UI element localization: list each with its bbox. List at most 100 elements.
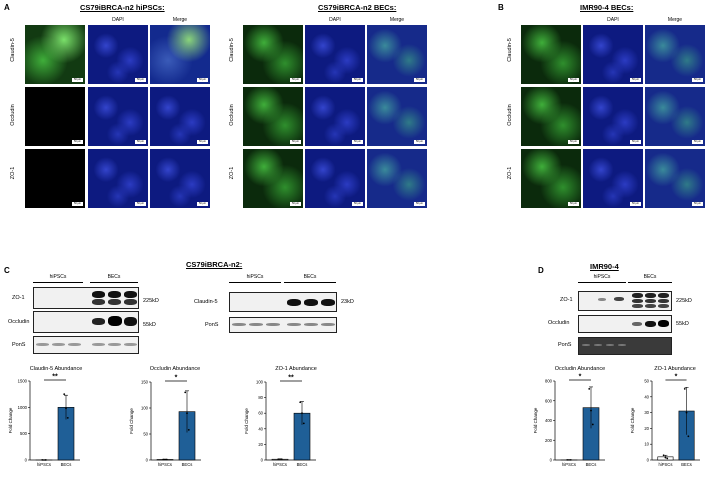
data-point [662, 454, 665, 457]
blot-band [108, 291, 121, 298]
bar [156, 459, 174, 461]
panel-a-hipsc-title: CS79iBRCA-n2 hiPSCs: [80, 3, 165, 12]
blot-band [658, 293, 669, 298]
y-tick-label: 20 [258, 442, 263, 447]
scale-bar: 50 µm [568, 202, 579, 206]
x-tick-label: BECs [681, 462, 692, 467]
x-tick-label: BECs [297, 462, 308, 467]
blot-band [249, 323, 263, 326]
data-point [187, 428, 190, 431]
blot-label-occludin: Occludin [8, 319, 30, 325]
panel-letter-c: C [4, 266, 10, 275]
y-tick-label: 40 [644, 394, 649, 399]
blot-label-zo1: ZO-1 [12, 295, 25, 301]
blot-band [606, 344, 614, 346]
group-bracket [229, 282, 281, 283]
data-point [302, 422, 305, 425]
blot-band [645, 299, 656, 303]
micrograph-tile: 50 µm [583, 87, 643, 146]
row-label-zo1: ZO-1 [507, 166, 513, 180]
col-header-dapi: DAPI [607, 17, 619, 23]
x-tick-label: hiPSCs [158, 462, 172, 467]
chart-title: ZO-1 Abundance [275, 366, 317, 372]
significance-marker: * [175, 375, 178, 382]
significance-marker: ** [288, 375, 294, 382]
scale-bar: 50 µm [197, 78, 208, 82]
micrograph-tile: 50 µm [243, 25, 303, 84]
blot-band [124, 299, 137, 305]
bar [178, 411, 196, 461]
y-tick-label: 600 [545, 398, 553, 403]
micrograph-tile: 50 µm [521, 149, 581, 208]
row-label-claudin5: Claudin-5 [229, 38, 235, 62]
blot-band [92, 318, 105, 325]
group-bracket [90, 282, 138, 283]
blot-band [124, 317, 137, 326]
micrograph-tile: 50 µm [88, 25, 148, 84]
blot-band [36, 343, 49, 346]
data-point [685, 411, 688, 414]
x-tick-label: hiPSCs [273, 462, 287, 467]
blot-band [108, 299, 121, 305]
data-point [164, 458, 166, 461]
chart-title: ZO-1 Abundance [654, 366, 696, 372]
row-label-zo1: ZO-1 [10, 166, 16, 180]
chart-title: Occludin Abundance [555, 366, 605, 372]
y-tick-label: 50 [143, 432, 148, 437]
blot-band [582, 344, 590, 346]
blot-label-pons: PonS [205, 322, 219, 328]
blot-band [304, 323, 318, 326]
y-tick-label: 0 [146, 458, 149, 463]
blot-label-occludin: Occludin [548, 320, 570, 326]
data-point [44, 459, 47, 461]
blot-band [108, 316, 122, 326]
data-point [184, 391, 187, 394]
chart-ylabel: Fold Change [129, 408, 134, 434]
micrograph-tile: 50 µm [645, 87, 705, 146]
x-tick-label: hiPSCs [37, 462, 51, 467]
scale-bar: 50 µm [630, 140, 641, 144]
scale-bar: 50 µm [290, 78, 301, 82]
chart-title: Claudin-5 Abundance [30, 366, 83, 372]
blot-pons [33, 336, 139, 354]
scale-bar: 50 µm [414, 78, 425, 82]
scale-bar: 50 µm [568, 78, 579, 82]
data-point [277, 458, 280, 461]
y-tick-label: 500 [20, 431, 28, 436]
data-point [588, 388, 591, 390]
blot-band [658, 304, 669, 308]
micrograph-tile: 50 µm [243, 149, 303, 208]
micrograph-tile: 50 µm [25, 149, 85, 208]
blot-band [92, 343, 105, 346]
micrograph-tile: 50 µm [88, 149, 148, 208]
blot-pons [578, 337, 672, 355]
blot-band [124, 343, 137, 346]
y-tick-label: 800 [545, 379, 553, 384]
blot-label-claudin5: Claudin-5 [194, 299, 218, 305]
panel-letter-a: A [4, 3, 10, 12]
y-tick-label: 100 [256, 380, 264, 385]
group-label-becs: BECs [303, 274, 317, 280]
kd-marker-225: 225kD [143, 298, 159, 304]
data-point [683, 388, 686, 390]
y-tick-label: 20 [644, 426, 649, 431]
data-point [65, 407, 67, 410]
micrograph-tile: 50 µm [88, 87, 148, 146]
y-tick-label: 10 [644, 442, 649, 447]
scale-bar: 50 µm [135, 140, 146, 144]
y-tick-label: 40 [258, 426, 263, 431]
data-point [186, 412, 188, 415]
blot-band [632, 293, 643, 298]
data-point [165, 458, 168, 461]
x-tick-label: hiPSCs [562, 462, 576, 467]
data-point [664, 456, 667, 459]
scale-bar: 50 µm [692, 78, 703, 82]
col-header-dapi: DAPI [112, 17, 124, 23]
blot-band [124, 291, 137, 298]
scale-bar: 50 µm [197, 140, 208, 144]
group-bracket [33, 282, 83, 283]
y-tick-label: 0 [261, 458, 264, 463]
scale-bar: 50 µm [692, 140, 703, 144]
blot-band [614, 297, 624, 301]
blot-band [658, 299, 669, 303]
